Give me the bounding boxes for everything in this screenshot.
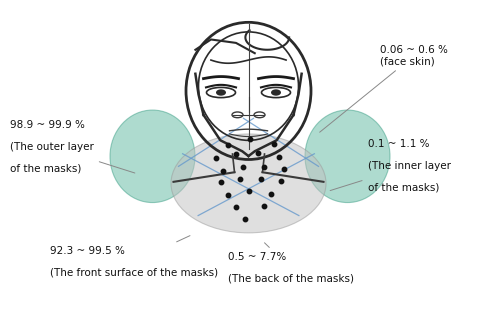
Circle shape	[171, 134, 326, 233]
Text: 0.06 ~ 0.6 %
(face skin): 0.06 ~ 0.6 % (face skin)	[320, 45, 448, 132]
Circle shape	[216, 89, 226, 96]
Text: 0.1 ~ 1.1 %

(The inner layer

of the masks): 0.1 ~ 1.1 % (The inner layer of the mask…	[330, 139, 450, 192]
Text: 98.9 ~ 99.9 %

(The outer layer

of the masks): 98.9 ~ 99.9 % (The outer layer of the ma…	[10, 120, 135, 173]
Ellipse shape	[305, 110, 390, 203]
Text: 0.5 ~ 7.7%

(The back of the masks): 0.5 ~ 7.7% (The back of the masks)	[228, 243, 354, 284]
Circle shape	[271, 89, 281, 96]
Text: 92.3 ~ 99.5 %

(The front surface of the masks): 92.3 ~ 99.5 % (The front surface of the …	[50, 236, 218, 278]
Ellipse shape	[110, 110, 195, 203]
